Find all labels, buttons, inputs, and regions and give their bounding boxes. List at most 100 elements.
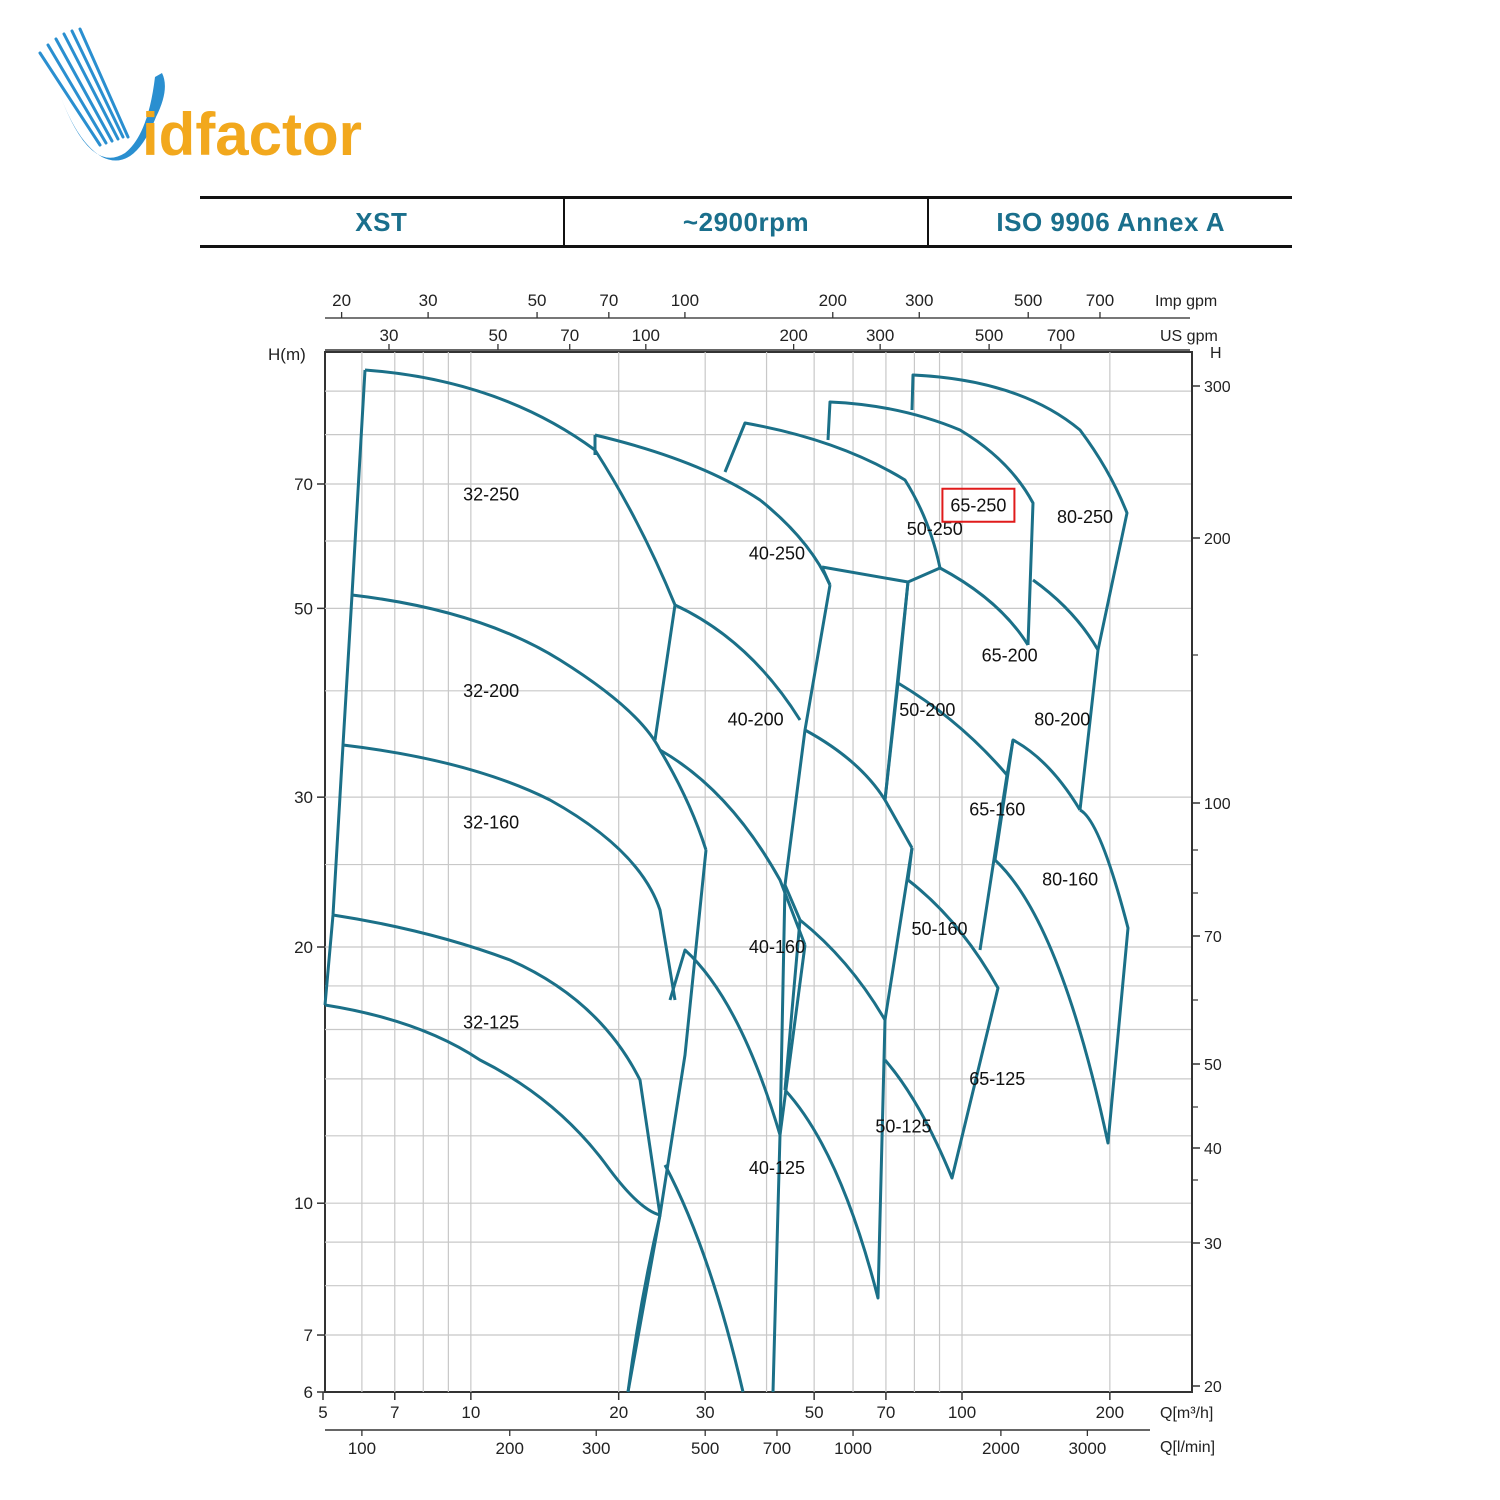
y-tick-label: 6 (304, 1383, 313, 1402)
region-label-80-250: 80-250 (1057, 507, 1113, 527)
pump-curve-16 (663, 1164, 745, 1393)
region-label-32-250: 32-250 (463, 485, 519, 505)
pump-curve-5 (324, 1003, 661, 1217)
x-tick-label: 10 (461, 1403, 480, 1422)
imp-tick-label: 300 (905, 291, 933, 310)
pump-curve-21 (783, 847, 914, 1022)
pump-curve-4 (332, 913, 662, 1216)
us-tick-label: 300 (866, 326, 894, 345)
pump-curve-33 (1032, 578, 1100, 811)
pump-curve-19 (820, 566, 832, 586)
region-label-50-125: 50-125 (875, 1117, 931, 1137)
pump-curve-20 (804, 581, 910, 802)
y-tick-label: 70 (294, 475, 313, 494)
region-labels: 32-250 32-200 32-160 32-125 40-250 40-200 40-1… (463, 485, 1113, 1178)
region-label-80-160: 80-160 (1042, 870, 1098, 890)
pump-curve-0 (364, 368, 677, 606)
right-tick-label: 40 (1204, 1141, 1222, 1158)
imp-tick-label: 50 (528, 291, 547, 310)
region-label-32-160: 32-160 (463, 813, 519, 833)
pump-curve-35 (993, 739, 1015, 861)
right-tick-label: 30 (1204, 1236, 1222, 1253)
x-tick-label: 70 (876, 1403, 895, 1422)
us-tick-label: 70 (560, 326, 579, 345)
pump-curve-7 (626, 1214, 662, 1393)
pump-curve-24 (783, 919, 802, 1091)
y-tick-label: 7 (304, 1326, 313, 1345)
logo-v-icon (60, 73, 165, 161)
pump-curve-27 (896, 581, 1009, 776)
region-label-40-160: 40-160 (749, 937, 805, 957)
lmin-tick-label: 100 (348, 1439, 376, 1458)
pump-curve-15 (778, 944, 807, 1136)
lmin-tick-label: 300 (582, 1439, 610, 1458)
pump-curve-26 (939, 566, 1030, 646)
y-axis-label: H(m) (268, 345, 306, 364)
pump-curve-3 (342, 743, 677, 1001)
header-speed: ~2900rpm (562, 199, 928, 245)
region-label-50-160: 50-160 (911, 919, 967, 939)
x-tick-label: 7 (390, 1403, 399, 1422)
x-tick-label: 30 (696, 1403, 715, 1422)
imp-tick-label: 70 (599, 291, 618, 310)
pump-curve-13 (659, 748, 807, 946)
grid (324, 351, 1193, 1393)
right-tick-label: 70 (1204, 929, 1222, 946)
lmin-tick-label: 500 (691, 1439, 719, 1458)
imp-unit-label: Imp gpm (1155, 293, 1217, 310)
logo-text: idfactor (142, 101, 362, 168)
region-label-65-160: 65-160 (969, 800, 1025, 820)
x-tick-label: 50 (805, 1403, 824, 1422)
x-tick-label: 20 (609, 1403, 628, 1422)
pump-curve-1 (323, 369, 367, 1006)
pump-curve-22 (883, 799, 914, 849)
pump-curve-14 (668, 948, 782, 1136)
us-tick-label: 30 (380, 326, 399, 345)
pump-curve-2 (351, 593, 708, 851)
pump-curve-23 (783, 1019, 887, 1300)
imp-tick-label: 30 (419, 291, 438, 310)
region-label-50-250: 50-250 (907, 519, 963, 539)
x-tick-label: 100 (948, 1403, 976, 1422)
imp-tick-label: 200 (819, 291, 847, 310)
region-label-65-250: 65-250 (950, 496, 1006, 516)
region-label-32-125: 32-125 (463, 1013, 519, 1033)
axes: H(m) 6 7 10 20 30 50 70 H 20 30 40 50 70 100 200 300 5 7 10… (268, 291, 1231, 1458)
lmin-tick-label: 700 (763, 1439, 791, 1458)
us-tick-label: 50 (488, 326, 507, 345)
region-label-80-200: 80-200 (1034, 710, 1090, 730)
vidfactor-logo: idfactor (38, 27, 362, 168)
lmin-tick-label: 200 (496, 1439, 524, 1458)
imp-tick-label: 700 (1086, 291, 1114, 310)
region-label-65-125: 65-125 (969, 1069, 1025, 1089)
us-tick-label: 100 (632, 326, 660, 345)
y-tick-label: 50 (294, 599, 313, 618)
header-standard: ISO 9906 Annex A (927, 199, 1292, 245)
pump-curve-11 (771, 584, 832, 1393)
pump-curve-29 (906, 847, 914, 881)
pump-curve-25 (826, 400, 1035, 646)
region-label-32-200: 32-200 (463, 681, 519, 701)
us-unit-label: US gpm (1160, 328, 1218, 345)
us-tick-label: 700 (1047, 326, 1075, 345)
pump-curve-28 (883, 682, 900, 801)
header-model: XST (355, 206, 408, 237)
y-tick-label: 10 (294, 1194, 313, 1213)
right-tick-label: 50 (1204, 1057, 1222, 1074)
pump-curve-17 (723, 421, 942, 569)
x-tick-label: 5 (318, 1403, 327, 1422)
us-tick-label: 200 (779, 326, 807, 345)
x-axis-unit-label: Q[m³/h] (1160, 1405, 1213, 1422)
pump-curve-10 (674, 603, 802, 721)
imp-tick-label: 100 (671, 291, 699, 310)
imp-tick-label: 500 (1014, 291, 1042, 310)
pump-curve-8 (594, 433, 832, 586)
lmin-tick-label: 3000 (1068, 1439, 1106, 1458)
region-label-40-200: 40-200 (728, 710, 784, 730)
logo-feather-icon (38, 27, 130, 147)
highlight-box (941, 487, 1016, 523)
pump-curve-36 (993, 808, 1130, 1145)
imp-tick-label: 20 (332, 291, 351, 310)
y-tick-label: 30 (294, 788, 313, 807)
